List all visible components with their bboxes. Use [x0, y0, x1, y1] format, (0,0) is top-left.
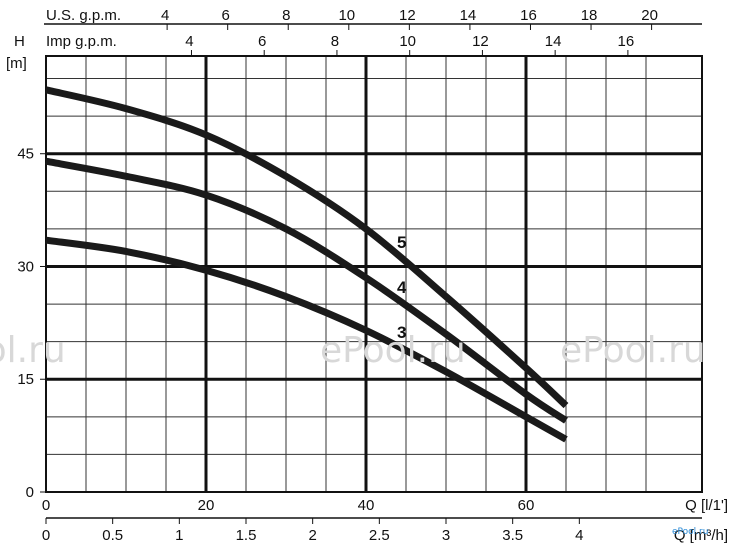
major-grid	[46, 56, 702, 492]
x-tick-label-lpm: 0	[42, 497, 50, 514]
pump-curves: 5 4 3	[45, 86, 569, 443]
x-tick-label-m3h: 4	[575, 527, 583, 544]
watermark-text: ePool.ru	[560, 330, 706, 371]
x-tick-label-lpm: 20	[198, 497, 215, 514]
curve-series-5	[45, 86, 569, 409]
plot-frame	[45, 55, 703, 493]
us-gpm-axis-label: U.S. g.p.m.	[46, 7, 121, 24]
x-tick-label-m3h: 3.5	[502, 527, 523, 544]
curve-label-3: 3	[397, 323, 406, 342]
x-tick-label-m3h: 2	[308, 527, 316, 544]
x-tick-label-m3h: 1	[175, 527, 183, 544]
y-tick-label: 15	[17, 371, 34, 388]
us-gpm-tick-label: 16	[520, 7, 537, 24]
us-gpm-tick-label: 8	[282, 7, 290, 24]
x-tick-label-m3h: 0.5	[102, 527, 123, 544]
watermark-text: ePool.ru	[320, 330, 466, 371]
us-gpm-tick-label: 18	[581, 7, 598, 24]
curve-series-4	[45, 157, 568, 424]
imp-gpm-tick-label: 12	[472, 33, 489, 50]
us-gpm-tick-label: 12	[399, 7, 416, 24]
us-gpm-tick-label: 4	[161, 7, 169, 24]
curve-label-4: 4	[397, 278, 407, 297]
us-gpm-tick-label: 14	[460, 7, 477, 24]
x-tick-label-m3h: 0	[42, 527, 50, 544]
y-axis-label-h: H	[14, 33, 25, 50]
curve-label-5: 5	[397, 233, 406, 252]
imp-gpm-tick-label: 10	[399, 33, 416, 50]
imp-gpm-tick-label: 8	[331, 33, 339, 50]
imp-gpm-axis-label: Imp g.p.m.	[46, 33, 117, 50]
watermark-small: ePool.ru	[672, 527, 708, 537]
x-tick-label-lpm: 60	[518, 497, 535, 514]
watermark-text: ePool.ru	[0, 330, 66, 371]
us-gpm-tick-label: 20	[641, 7, 658, 24]
x-tick-label-m3h: 3	[442, 527, 450, 544]
y-tick-label: 45	[17, 146, 34, 163]
watermarks: ePool.ru ePool.ru ePool.ru ePool.ru	[0, 330, 708, 537]
imp-gpm-tick-label: 6	[258, 33, 266, 50]
us-gpm-tick-label: 6	[222, 7, 230, 24]
x-axes: 0 20 40 60 Q [l/1'] 0 0.5 1 1.5 2 2.5 3 3.5 4 Q [m³/h]	[42, 497, 728, 544]
x-tick-label-m3h: 2.5	[369, 527, 390, 544]
grid	[46, 56, 702, 492]
y-axis-label-unit: [m]	[6, 55, 27, 72]
y-tick-label: 0	[26, 484, 34, 501]
us-gpm-tick-label: 10	[338, 7, 355, 24]
x-axis-label-lpm: Q [l/1']	[685, 497, 728, 514]
curve-series-3	[45, 236, 568, 443]
x-tick-label-m3h: 1.5	[236, 527, 257, 544]
imp-gpm-tick-label: 4	[185, 33, 193, 50]
y-axis: H [m] 0 15 30 45	[6, 33, 46, 501]
y-tick-label: 30	[17, 258, 34, 275]
x-axis-label-m3h: Q [m³/h]	[674, 527, 728, 544]
x-tick-label-lpm: 40	[358, 497, 375, 514]
imp-gpm-tick-label: 14	[545, 33, 562, 50]
imp-gpm-tick-label: 16	[618, 33, 635, 50]
